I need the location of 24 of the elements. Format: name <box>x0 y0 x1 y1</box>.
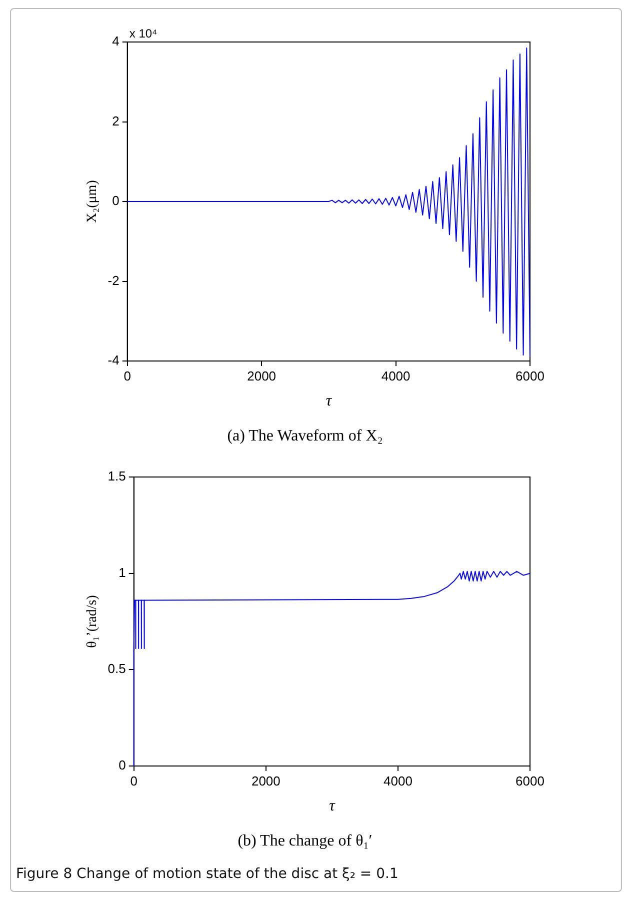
caption: Figure 8 Change of motion state of the disc at ξ₂ = 0.1 <box>16 866 398 882</box>
text: (a) The Waveform of X₂ <box>227 428 383 445</box>
y-tick-label: 0 <box>118 758 126 773</box>
text: (b) The change of θ₁′ <box>238 832 372 850</box>
x-tick-label: 2000 <box>251 773 280 788</box>
x-tick-label: 2000 <box>247 368 276 384</box>
x-axis-title: τ <box>329 797 336 814</box>
text: x 10⁴ <box>129 26 158 40</box>
y-tick-label: 0 <box>112 193 120 208</box>
x-tick-label: 4000 <box>381 368 410 384</box>
y-axis-title: X₂(μm) <box>85 180 100 223</box>
y-tick-label: 4 <box>112 34 120 49</box>
y-tick-label: 1.5 <box>108 468 126 484</box>
y-tick-label: 2 <box>112 113 120 128</box>
x-tick-label: 6000 <box>516 368 544 384</box>
x-tick-label: 4000 <box>383 773 412 788</box>
x-axis-title: τ <box>326 392 333 410</box>
y-tick-label: -2 <box>108 272 120 288</box>
y-tick-label: 0.5 <box>108 661 126 676</box>
y-axis-title: θ₁’(rad/s) <box>85 594 100 648</box>
x-tick-label: 0 <box>130 773 138 788</box>
x-tick-label: 6000 <box>516 773 544 788</box>
y-tick-label: -4 <box>108 352 120 368</box>
y-tick-label: 1 <box>118 564 126 580</box>
